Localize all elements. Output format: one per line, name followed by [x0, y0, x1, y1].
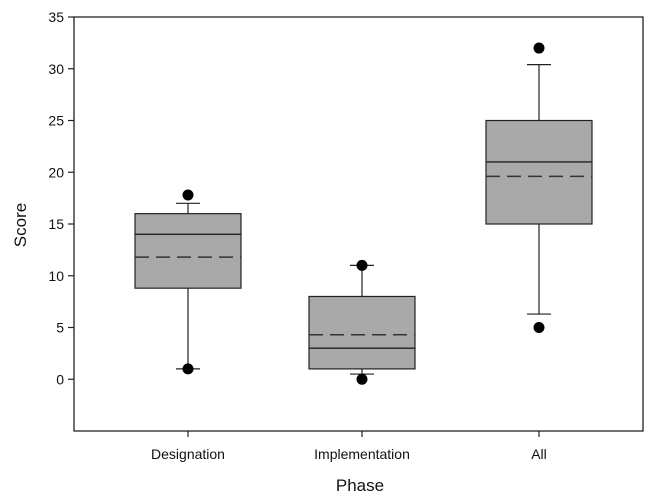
y-tick-label: 25 [48, 113, 64, 129]
y-tick-label: 0 [56, 371, 64, 387]
y-tick-label: 35 [48, 9, 64, 25]
y-tick-label: 5 [56, 320, 64, 336]
interquartile-box [134, 213, 242, 289]
box-designation [134, 189, 242, 375]
outlier-point [533, 42, 545, 54]
y-tick-label: 30 [48, 61, 64, 77]
box-series [134, 42, 593, 385]
box-implementation [308, 259, 416, 385]
outlier-point [356, 373, 368, 385]
y-tick-label: 15 [48, 216, 64, 232]
interquartile-box [485, 119, 593, 225]
y-tick-label: 20 [48, 164, 64, 180]
y-axis-ticks: 0 5 10 15 20 25 30 35 [48, 9, 74, 387]
outlier-point [182, 363, 194, 375]
interquartile-box [308, 295, 416, 370]
x-tick-label: Designation [151, 446, 225, 462]
x-tick-label: All [531, 446, 547, 462]
outlier-point [533, 322, 545, 333]
x-axis-ticks: Designation Implementation All [151, 431, 547, 462]
x-tick-label: Implementation [314, 446, 410, 462]
y-tick-label: 10 [48, 268, 64, 284]
box-all [485, 42, 593, 333]
x-axis-title: Phase [336, 476, 384, 495]
y-axis-title: Score [11, 203, 30, 247]
outlier-point [356, 259, 368, 271]
outlier-point [182, 189, 194, 201]
